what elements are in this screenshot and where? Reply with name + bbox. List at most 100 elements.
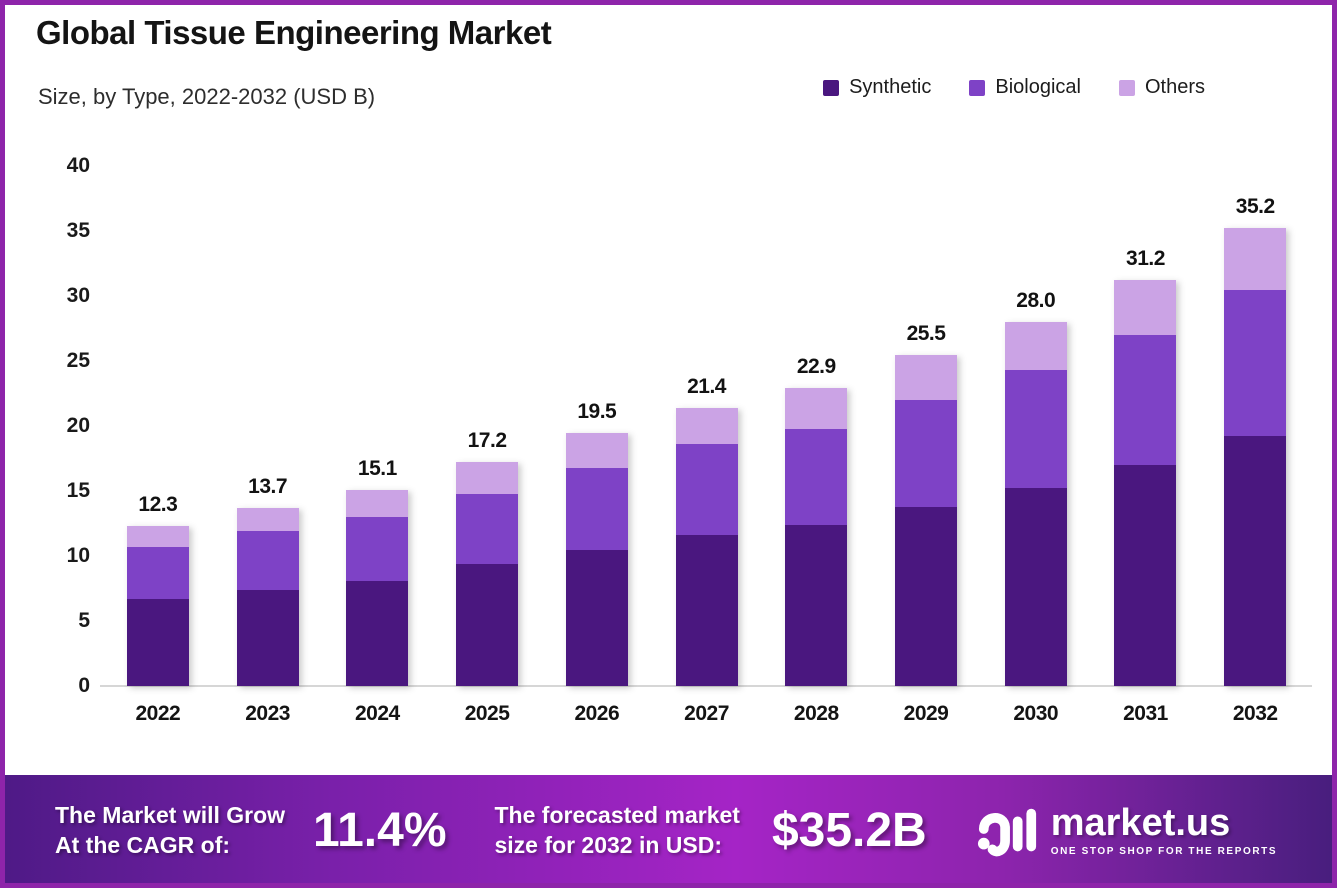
page-subtitle: Size, by Type, 2022-2032 (USD B) [38,84,376,109]
chart-legend: Synthetic Biological Others [823,76,1205,99]
y-tick-35: 35 [66,219,90,242]
y-tick-25: 25 [66,349,90,372]
bar-stack-2029 [895,354,957,686]
forecast-label-line2: size for 2032 in USD: [494,831,723,858]
legend-item-others: Others [1118,76,1205,99]
bar-stack-2022 [126,526,189,686]
bar-segment-others-2028 [785,388,848,429]
bar-stack-2025 [456,462,519,686]
bar-column-2030: 28.0 [981,166,1091,686]
bar-segment-others-2030 [1004,322,1067,371]
bar-stack-2030 [1004,322,1067,686]
bar-segment-synthetic-2029 [895,506,957,686]
bar-stack-2026 [565,432,628,686]
bar-stack-2024 [346,489,409,686]
bar-segment-synthetic-2031 [1114,465,1177,686]
bar-segment-biological-2026 [565,467,628,550]
bar-column-2027: 21.4 [652,166,762,686]
bar-total-label-2027: 21.4 [687,374,726,398]
cagr-value: 11.4% [313,804,447,857]
forecast-label-line1: The forecasted market [494,801,740,828]
bar-segment-biological-2029 [895,400,957,507]
bar-stack-2032 [1224,228,1287,686]
bar-column-2029: 25.5 [871,166,981,686]
x-tick-2024: 2024 [354,702,400,725]
cagr-label-line2: At the CAGR of: [55,831,231,858]
cagr-label-line1: The Market will Grow [55,801,286,828]
bar-segment-others-2027 [675,407,738,445]
plot-area: 12.3 13.7 15.1 17.2 19.5 21.4 22.9 25.5 28.0 31.2… [103,166,1310,686]
bar-segment-synthetic-2024 [346,580,409,686]
bar-segment-synthetic-2032 [1224,436,1287,686]
x-axis-tick-labels: 2022 2023 2024 2025 2026 2027 2028 2029 2030 2031… [103,702,1310,726]
bar-segment-others-2032 [1224,228,1287,290]
bar-segment-synthetic-2026 [565,549,628,686]
brand-tagline: ONE STOP SHOP FOR THE REPORTS [1050,846,1278,857]
bar-stack-2027 [675,407,738,686]
bar-segment-synthetic-2027 [675,535,738,686]
y-tick-15: 15 [66,479,90,502]
bar-segment-biological-2027 [675,444,738,536]
bar-column-2025: 17.2 [432,166,542,686]
bar-segment-biological-2023 [236,531,299,590]
bar-total-label-2023: 13.7 [248,474,288,498]
bar-column-2023: 13.7 [213,166,323,686]
bar-total-label-2025: 17.2 [467,429,507,453]
bar-segment-others-2031 [1114,280,1177,335]
bar-column-2022: 12.3 [103,166,213,686]
market-us-logo-icon [977,808,1036,856]
y-tick-10: 10 [66,544,90,567]
bar-segment-biological-2030 [1004,370,1067,489]
x-axis-line [100,685,1312,687]
forecast-label: The forecasted market size for 2032 in U… [495,801,740,861]
y-axis-tick-labels: 0 5 10 15 20 25 30 35 40 [0,154,90,697]
legend-label: Synthetic [849,76,932,98]
bar-segment-synthetic-2022 [126,598,189,686]
legend-label: Others [1144,76,1205,98]
x-tick-2031: 2031 [1123,702,1168,725]
forecast-value: $35.2B [771,804,927,857]
cagr-label: The Market will Grow At the CAGR of: [55,801,285,861]
brand-logo: market.us ONE STOP SHOP FOR THE REPORTS [977,800,1277,862]
legend-label: Biological [995,76,1081,98]
x-tick-2032: 2032 [1232,702,1278,725]
x-tick-2026: 2026 [574,702,620,725]
page-title: Global Tissue Engineering Market [36,14,552,51]
bar-column-2031: 31.2 [1091,166,1201,686]
bar-segment-biological-2022 [126,546,189,599]
bar-column-2028: 22.9 [761,166,871,686]
bar-segment-others-2029 [895,354,957,401]
x-tick-2027: 2027 [684,702,729,725]
bar-stack-2028 [785,388,848,686]
bar-column-2032: 35.2 [1200,166,1310,686]
bar-total-label-2030: 28.0 [1016,289,1056,313]
legend-item-synthetic: Synthetic [823,76,931,99]
x-tick-2022: 2022 [135,702,181,725]
legend-swatch-biological [969,79,986,96]
bar-total-label-2032: 35.2 [1235,195,1275,219]
bar-stack-2031 [1114,280,1177,686]
y-tick-30: 30 [66,284,90,307]
bar-total-label-2031: 31.2 [1126,247,1165,271]
bar-segment-biological-2028 [785,428,848,525]
legend-swatch-others [1118,79,1135,96]
brand-name: market.us [1050,802,1231,844]
legend-item-biological: Biological [969,76,1081,99]
bar-total-label-2024: 15.1 [357,456,397,480]
brand-text: market.us ONE STOP SHOP FOR THE REPORTS [1051,804,1277,857]
bar-segment-synthetic-2028 [785,524,848,686]
x-tick-2029: 2029 [903,702,949,725]
bar-stack-2023 [236,507,299,686]
y-tick-20: 20 [66,414,90,437]
bar-segment-biological-2024 [346,517,409,581]
bar-segment-others-2026 [565,432,628,468]
bar-segment-others-2024 [346,489,409,518]
x-tick-2025: 2025 [464,702,510,725]
bar-total-label-2029: 25.5 [906,321,946,345]
bar-total-label-2028: 22.9 [796,355,836,379]
bar-segment-others-2023 [236,507,299,532]
bar-segment-synthetic-2025 [456,563,519,686]
bar-segment-others-2022 [126,526,189,547]
bar-total-label-2022: 12.3 [138,493,178,517]
